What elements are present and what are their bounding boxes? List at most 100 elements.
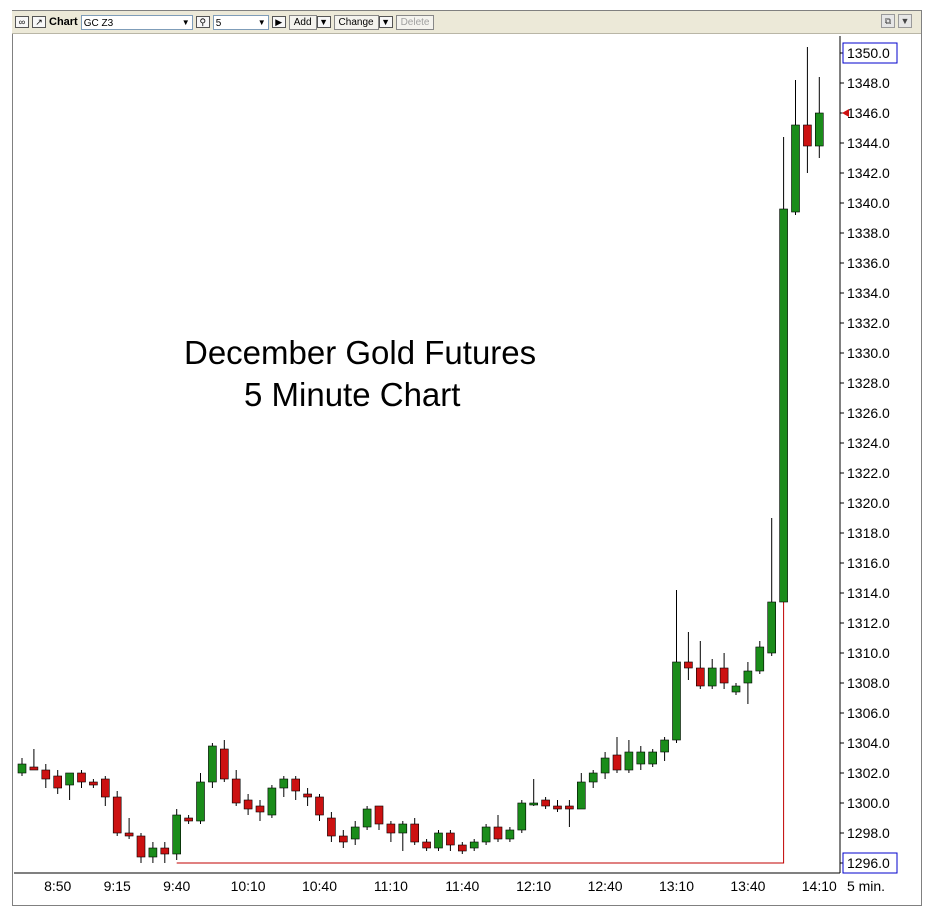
price-tick-label: 1320.0 <box>847 495 890 511</box>
time-tick-label: 11:40 <box>445 878 479 894</box>
price-tick-label: 1330.0 <box>847 345 890 361</box>
time-tick-label: 13:10 <box>659 878 694 894</box>
chevron-down-icon[interactable]: ▼ <box>181 17 190 27</box>
candle-body <box>695 667 705 687</box>
play-icon[interactable]: ▶ <box>271 16 286 28</box>
candle-body <box>410 823 420 843</box>
candle-body <box>303 793 312 798</box>
time-tick-label: 9:15 <box>104 878 131 894</box>
price-tick-label: 1340.0 <box>847 195 890 211</box>
add-dropdown-icon[interactable]: ▼ <box>316 16 331 28</box>
candle-body <box>267 787 277 816</box>
candle-body <box>481 826 491 843</box>
time-tick-label: 8:50 <box>44 878 71 894</box>
price-tick-label: 1308.0 <box>847 675 890 691</box>
candle-body <box>89 781 98 786</box>
candle-body <box>731 685 741 693</box>
chart-icon[interactable]: ↗ <box>32 16 46 28</box>
restore-icon[interactable]: ⧉ <box>881 14 895 28</box>
interval-select[interactable]: 5 ▼ <box>212 14 269 30</box>
candle-body <box>29 766 39 771</box>
candle-body <box>660 739 669 753</box>
candle-body <box>672 661 681 741</box>
change-dropdown-icon[interactable]: ▼ <box>378 16 393 28</box>
titlebar-filler <box>458 11 921 34</box>
chart-toolbar: ∞ ↗ Chart GC Z3 ▼ ⚲ 5 ▼ ▶ Add ▼ Change ▼… <box>12 11 458 34</box>
menu-arrow-icon[interactable]: ▼ <box>898 14 912 28</box>
price-label-box <box>842 42 898 64</box>
candle-body <box>541 799 550 807</box>
price-tick-label: 1328.0 <box>847 375 890 391</box>
price-tick-label: 1336.0 <box>847 255 890 271</box>
time-tick-label: 10:10 <box>231 878 266 894</box>
candle-body <box>124 832 134 837</box>
price-tick-label: 1334.0 <box>847 285 890 301</box>
time-tick-label: 14:10 <box>802 878 837 894</box>
symbol-select[interactable]: GC Z3 ▼ <box>80 14 193 30</box>
candle-body <box>600 757 610 774</box>
price-tick-label: 1324.0 <box>847 435 890 451</box>
candle-body <box>553 805 562 810</box>
price-tick-label: 1350.0 <box>847 45 890 61</box>
candle-body <box>457 844 467 852</box>
time-axis: 8:50 9:15 9:40 10:10 10:40 11:10 11:40 12:10 12:… <box>44 878 885 894</box>
chart-label: Chart <box>49 16 78 28</box>
annotation-line-1: December Gold Futures <box>184 334 537 371</box>
chart-window <box>12 10 922 906</box>
time-tick-label: 12:40 <box>588 878 623 894</box>
candle-body <box>446 832 455 846</box>
candle-body <box>755 646 765 672</box>
candle-body <box>803 124 812 147</box>
price-tick-label: 1312.0 <box>847 615 890 631</box>
last-price-marker <box>842 109 849 117</box>
price-tick-label: 1304.0 <box>847 735 890 751</box>
price-label-box <box>842 852 898 874</box>
candle-body <box>327 817 336 837</box>
candle-body <box>208 745 217 783</box>
candle-body <box>41 769 51 780</box>
price-tick-label: 1346.0 <box>847 105 890 121</box>
candle-body <box>398 823 408 834</box>
candle-body <box>101 778 110 798</box>
candle-body <box>779 208 788 603</box>
symbol-value: GC Z3 <box>83 17 114 29</box>
candle-body <box>612 754 622 771</box>
time-tick-label: 12:10 <box>516 878 551 894</box>
link-icon[interactable]: ∞ <box>15 16 29 28</box>
candle-body <box>684 661 693 669</box>
candle-body <box>469 841 479 849</box>
add-button[interactable]: Add <box>288 14 317 30</box>
price-tick-label: 1300.0 <box>847 795 890 811</box>
candle-body <box>648 751 658 765</box>
candle-body <box>517 802 527 831</box>
candle-body <box>636 751 646 765</box>
interval-value: 5 <box>215 17 222 29</box>
price-tick-label: 1342.0 <box>847 165 890 181</box>
search-icon[interactable]: ⚲ <box>195 16 210 28</box>
candle-body <box>374 805 384 825</box>
candle-body <box>814 112 824 147</box>
candle-body <box>588 772 598 783</box>
candle-body <box>505 829 515 840</box>
candle-body <box>422 841 431 849</box>
candle-body <box>112 796 122 834</box>
candle-body <box>624 751 634 771</box>
plot-area <box>14 36 841 874</box>
candle-body <box>565 805 574 810</box>
candle-body <box>719 667 729 684</box>
candle-body <box>77 772 86 783</box>
candle-body <box>791 124 800 213</box>
candle-body <box>220 748 229 780</box>
chart-annotation: December Gold Futures 5 Minute Chart <box>160 332 600 416</box>
time-tick-label: 9:40 <box>163 878 190 894</box>
candle-body <box>53 775 63 789</box>
price-tick-label: 1348.0 <box>847 75 890 91</box>
price-tick-label: 1302.0 <box>847 765 890 781</box>
candle-body <box>350 826 360 840</box>
candle-body <box>172 814 181 855</box>
chevron-down-icon[interactable]: ▼ <box>257 17 266 27</box>
candle-body <box>386 823 396 834</box>
support-marker-line <box>176 602 785 864</box>
change-button[interactable]: Change <box>333 14 379 30</box>
